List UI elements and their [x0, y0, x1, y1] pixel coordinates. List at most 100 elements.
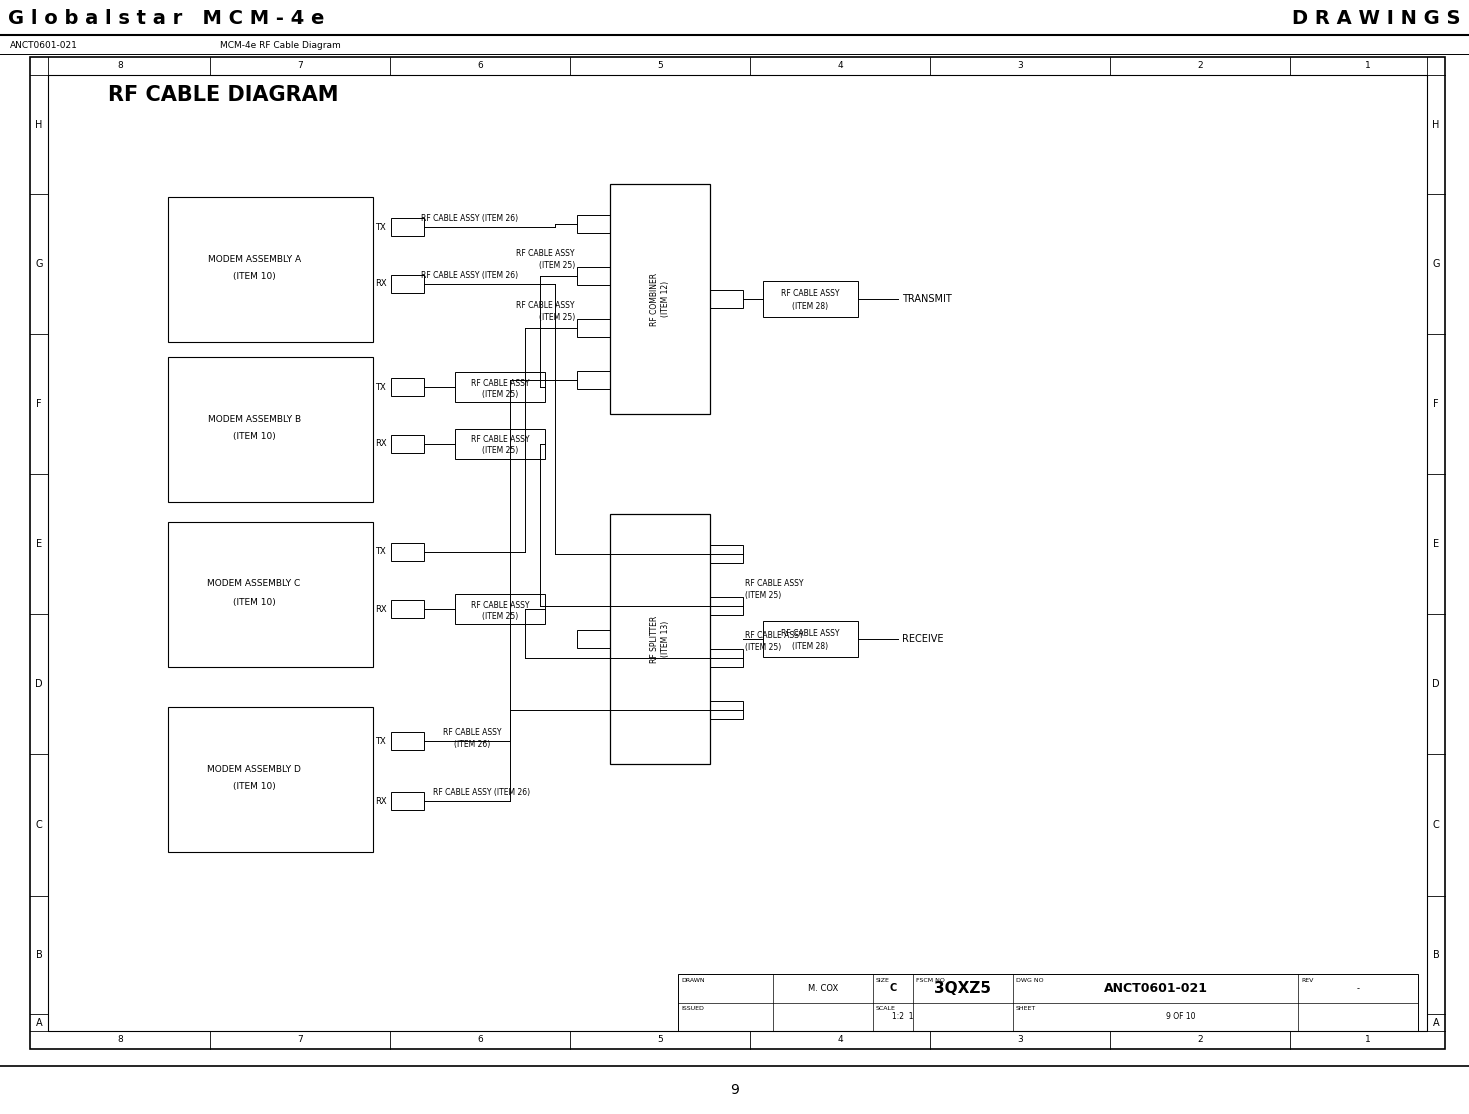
Text: F: F: [37, 399, 41, 409]
Text: (ITEM 10): (ITEM 10): [232, 782, 276, 792]
Text: 2: 2: [1197, 1036, 1203, 1045]
Text: 9: 9: [730, 1083, 739, 1097]
Text: (ITEM 25): (ITEM 25): [482, 390, 519, 399]
Bar: [577, 267, 610, 285]
Text: RF CABLE ASSY: RF CABLE ASSY: [782, 629, 840, 638]
Text: C: C: [35, 820, 43, 830]
Text: 1: 1: [1365, 61, 1371, 70]
Bar: [577, 371, 610, 389]
Text: TX: TX: [375, 736, 386, 745]
Text: SHEET: SHEET: [1017, 1007, 1036, 1012]
Text: E: E: [35, 539, 43, 549]
Text: RF CABLE ASSY: RF CABLE ASSY: [470, 379, 529, 388]
Text: RECEIVE: RECEIVE: [902, 634, 943, 644]
Text: -: -: [1356, 984, 1359, 993]
Bar: [577, 319, 610, 338]
Bar: [167, 706, 373, 851]
Text: 3: 3: [1017, 1036, 1022, 1045]
Text: RX: RX: [375, 440, 386, 449]
Text: 9 OF 10: 9 OF 10: [1166, 1013, 1196, 1022]
Bar: [710, 545, 743, 563]
Bar: [455, 594, 545, 624]
Text: (ITEM 28): (ITEM 28): [792, 643, 829, 652]
Text: SCALE: SCALE: [876, 1007, 896, 1012]
Bar: [391, 434, 425, 453]
Text: G: G: [1432, 258, 1440, 268]
Bar: [710, 649, 743, 667]
Text: D R A W I N G S: D R A W I N G S: [1293, 9, 1462, 28]
Bar: [577, 215, 610, 233]
Text: RF CABLE ASSY: RF CABLE ASSY: [470, 436, 529, 444]
Bar: [455, 429, 545, 459]
Text: TRANSMIT: TRANSMIT: [902, 294, 952, 304]
Text: 8: 8: [118, 1036, 123, 1045]
Text: DRAWN: DRAWN: [682, 978, 705, 983]
Bar: [391, 543, 425, 561]
Text: 1:2  1: 1:2 1: [892, 1013, 914, 1022]
Text: C: C: [889, 984, 896, 994]
Text: (ITEM 25): (ITEM 25): [539, 261, 574, 270]
Text: 6: 6: [477, 1036, 483, 1045]
Text: RF CABLE ASSY (ITEM 26): RF CABLE ASSY (ITEM 26): [422, 214, 519, 223]
Bar: [391, 275, 425, 293]
Text: 7: 7: [297, 61, 303, 70]
Text: M. COX: M. COX: [808, 984, 839, 993]
Text: 5: 5: [657, 61, 663, 70]
Bar: [391, 378, 425, 395]
Text: (ITEM 25): (ITEM 25): [745, 592, 782, 600]
Text: RF SPLITTER
(ITEM 13): RF SPLITTER (ITEM 13): [651, 615, 670, 663]
Text: (ITEM 25): (ITEM 25): [482, 612, 519, 620]
Text: 3: 3: [1017, 61, 1022, 70]
Text: SIZE: SIZE: [876, 978, 890, 983]
Text: TX: TX: [375, 223, 386, 232]
Text: RF CABLE ASSY (ITEM 26): RF CABLE ASSY (ITEM 26): [422, 271, 519, 280]
Text: RF CABLE ASSY: RF CABLE ASSY: [745, 579, 804, 588]
Bar: [610, 514, 710, 764]
Text: B: B: [1432, 950, 1440, 960]
Text: A: A: [1432, 1017, 1440, 1027]
Text: (ITEM 26): (ITEM 26): [454, 740, 491, 749]
Bar: [710, 290, 743, 307]
Text: RX: RX: [375, 280, 386, 289]
Text: RF COMBINER
(ITEM 12): RF COMBINER (ITEM 12): [651, 273, 670, 325]
Text: G: G: [35, 258, 43, 268]
Text: DWG NO: DWG NO: [1017, 978, 1043, 983]
Text: MODEM ASSEMBLY A: MODEM ASSEMBLY A: [207, 254, 301, 264]
Text: (ITEM 25): (ITEM 25): [539, 313, 574, 322]
Text: 1: 1: [1365, 1036, 1371, 1045]
Text: 3QXZ5: 3QXZ5: [934, 980, 992, 996]
Text: G l o b a l s t a r   M C M - 4 e: G l o b a l s t a r M C M - 4 e: [7, 9, 325, 28]
Text: C: C: [1432, 820, 1440, 830]
Bar: [391, 792, 425, 810]
Text: E: E: [1432, 539, 1440, 549]
Text: TX: TX: [375, 382, 386, 391]
Bar: [710, 701, 743, 719]
Text: F: F: [1434, 399, 1438, 409]
Text: 6: 6: [477, 61, 483, 70]
Bar: [167, 521, 373, 666]
Text: MODEM ASSEMBLY B: MODEM ASSEMBLY B: [207, 414, 301, 423]
Text: ISSUED: ISSUED: [682, 1007, 704, 1012]
Bar: [29, 57, 1445, 1049]
Text: ANCT0601-021: ANCT0601-021: [1103, 981, 1208, 995]
Text: 4: 4: [837, 1036, 843, 1045]
Text: TX: TX: [375, 547, 386, 557]
Text: RF CABLE ASSY: RF CABLE ASSY: [442, 729, 501, 737]
Text: 4: 4: [837, 61, 843, 70]
Text: (ITEM 25): (ITEM 25): [745, 643, 782, 652]
Bar: [577, 631, 610, 648]
Bar: [679, 974, 1418, 1030]
Text: FSCM NO: FSCM NO: [917, 978, 945, 983]
Text: RF CABLE ASSY: RF CABLE ASSY: [517, 250, 574, 258]
Text: RF CABLE DIAGRAM: RF CABLE DIAGRAM: [109, 85, 338, 105]
Text: RF CABLE ASSY: RF CABLE ASSY: [470, 600, 529, 609]
Bar: [762, 281, 858, 317]
Text: 5: 5: [657, 1036, 663, 1045]
Text: 7: 7: [297, 1036, 303, 1045]
Text: RX: RX: [375, 797, 386, 805]
Bar: [167, 196, 373, 342]
Text: (ITEM 10): (ITEM 10): [232, 597, 276, 606]
Bar: [48, 75, 1426, 1030]
Text: D: D: [35, 680, 43, 688]
Bar: [762, 620, 858, 657]
